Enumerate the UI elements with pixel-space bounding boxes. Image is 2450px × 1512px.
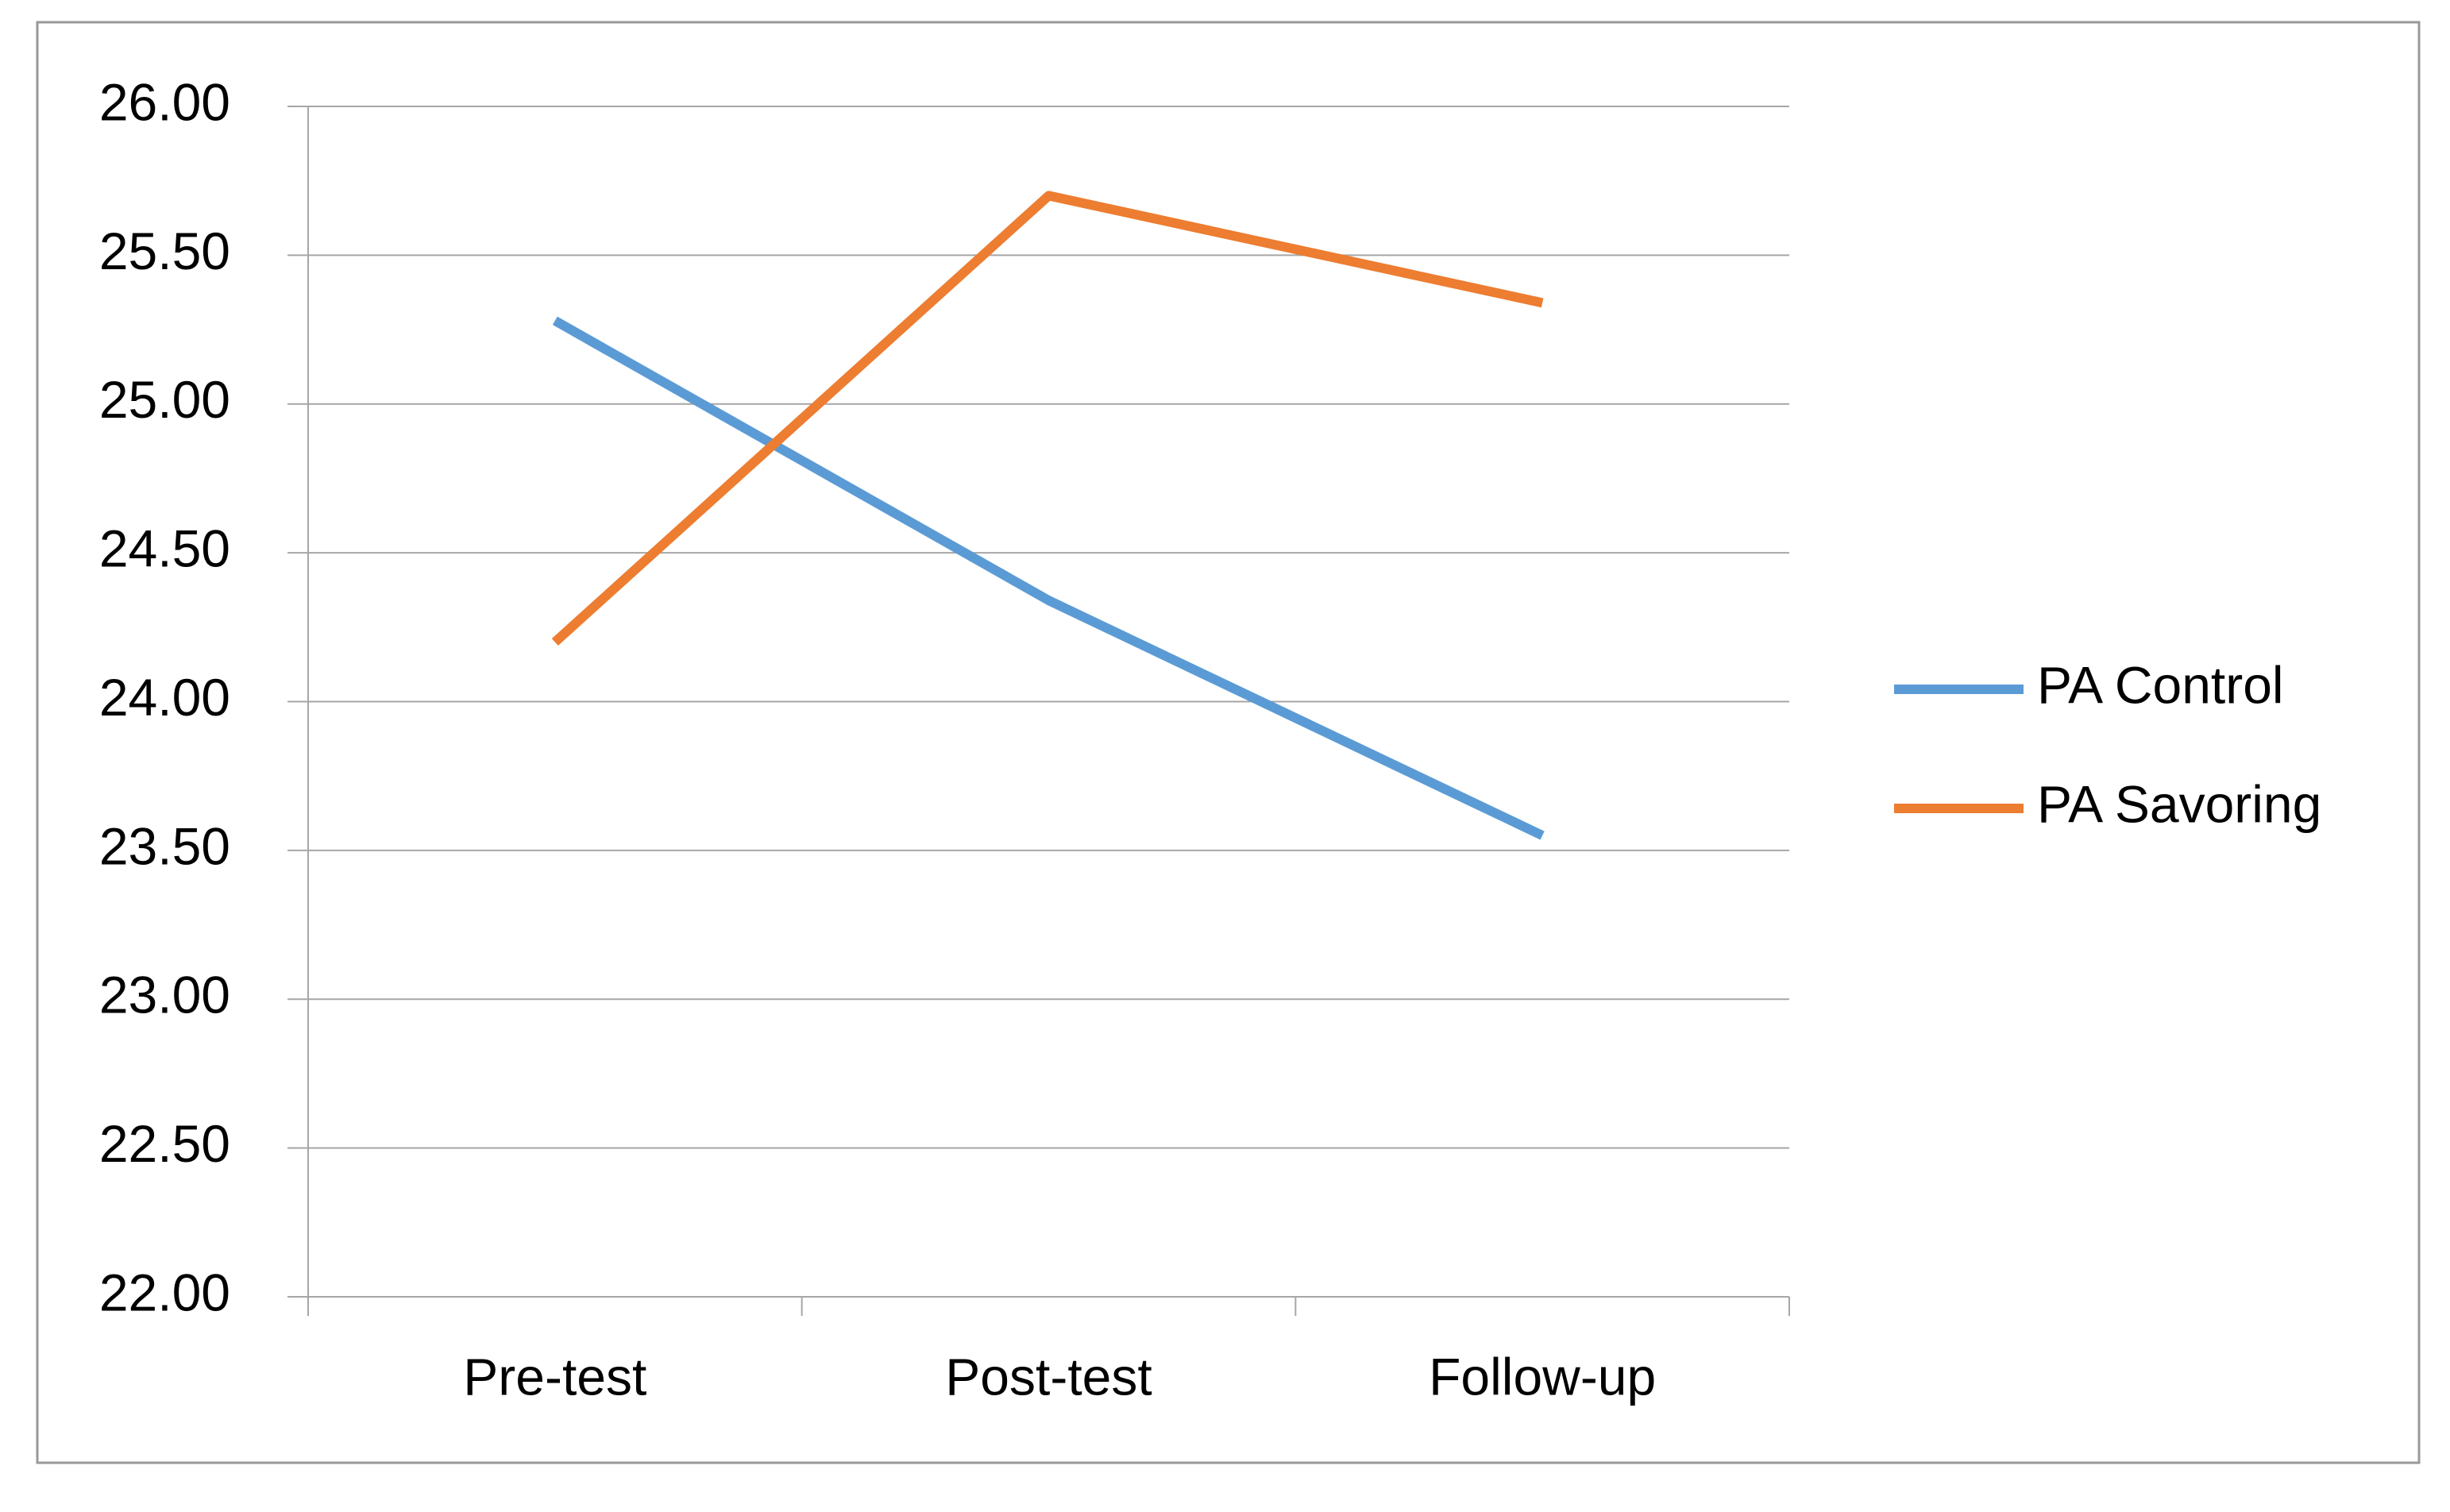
data-line [552,316,1545,840]
y-tick-label: 25.50 [99,222,230,280]
y-tick-label: 24.50 [99,519,230,578]
y-tick-label: 23.50 [99,816,230,875]
x-tick-label: Follow-up [1429,1347,1656,1406]
y-tick-label: 25.00 [99,370,230,429]
x-tick-label: Post-test [945,1347,1152,1406]
legend-label: PA Control [2037,655,2284,714]
y-tick-label: 22.00 [99,1263,230,1321]
y-tick-label: 22.50 [99,1114,230,1173]
y-tick-label: 24.00 [99,668,230,727]
y-tick-label: 23.00 [99,966,230,1024]
x-tick-label: Pre-test [463,1347,646,1406]
y-tick-label: 26.00 [99,72,230,131]
legend-label: PA Savoring [2037,774,2321,833]
data-line [551,191,1544,646]
chart-border [36,21,2421,1464]
